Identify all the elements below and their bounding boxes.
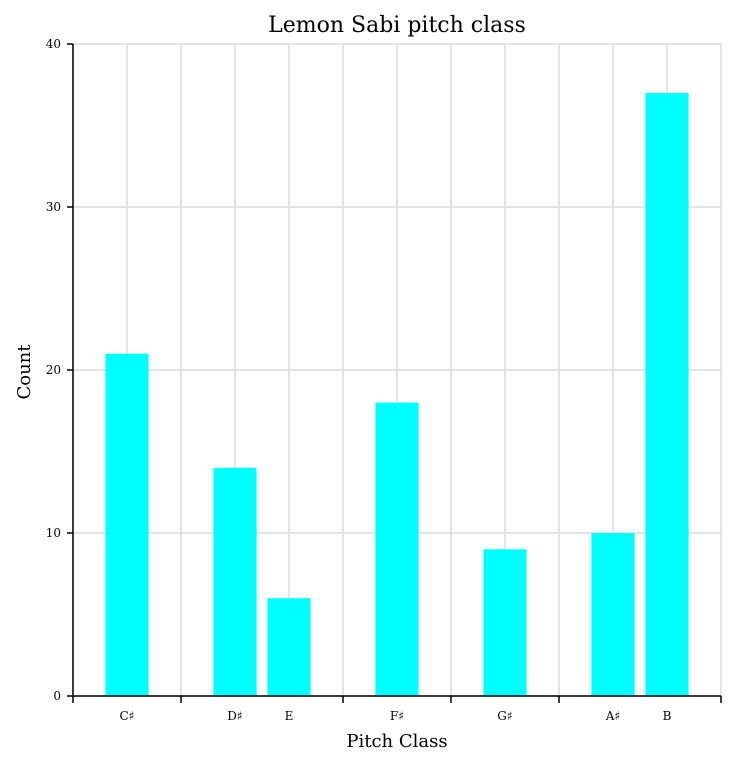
bar-1 [213,467,257,696]
x-tick-label: B [663,709,672,723]
x-tick-label: A♯ [605,709,620,723]
bar-0 [105,353,149,696]
y-tick-label: 40 [46,37,61,51]
ticks: 0 10 20 30 40 C♯ D♯ E F♯ G♯ A♯ B [46,37,722,723]
x-axis-label: Pitch Class [346,731,447,752]
x-tick-label: E [285,709,294,723]
x-tick-label: C♯ [120,709,135,723]
bar-3 [375,402,419,696]
chart-title: Lemon Sabi pitch class [268,13,526,38]
y-tick-label: 20 [46,363,61,377]
bar-6 [645,92,689,696]
y-axis-label: Count [14,344,35,400]
bar-5 [591,533,635,696]
x-tick-label: G♯ [497,709,512,723]
x-tick-label: F♯ [390,709,404,723]
y-tick-label: 0 [53,689,61,703]
bars [105,92,689,696]
bar-2 [267,598,311,696]
x-tick-label: D♯ [227,709,242,723]
y-tick-label: 10 [46,526,61,540]
y-tick-label: 30 [46,200,61,214]
bar-4 [483,549,527,696]
